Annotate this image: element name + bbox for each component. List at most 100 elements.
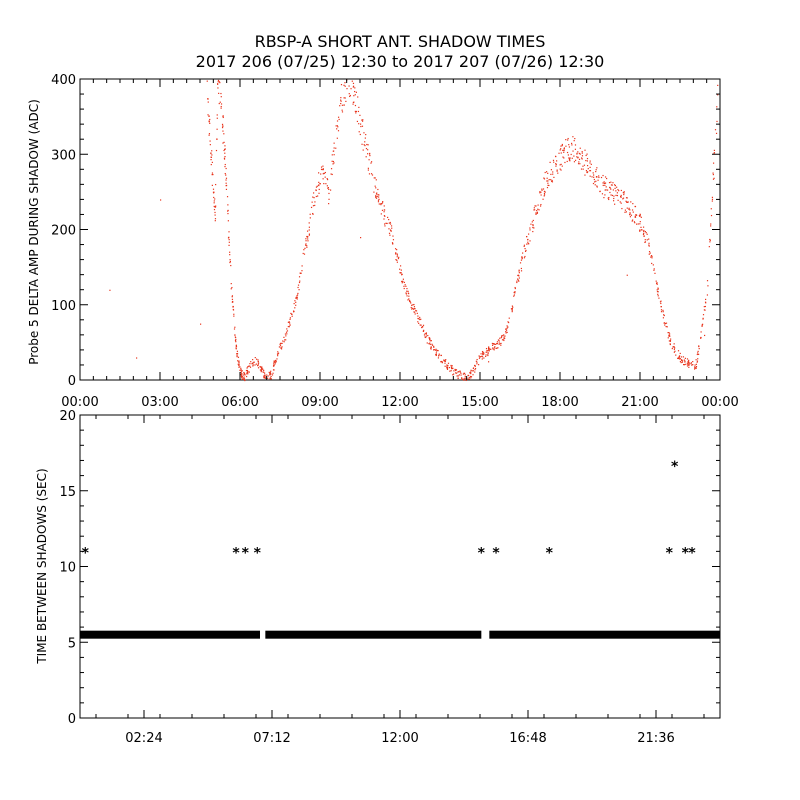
data-point — [270, 378, 272, 380]
data-point — [556, 160, 558, 162]
data-point — [668, 335, 670, 337]
data-point — [567, 137, 569, 140]
data-point — [710, 225, 712, 227]
data-point — [625, 200, 627, 202]
data-point — [681, 361, 684, 363]
data-point — [341, 109, 343, 111]
data-point — [660, 309, 663, 311]
data-point — [395, 259, 397, 261]
data-point — [236, 355, 238, 357]
data-point — [318, 184, 320, 186]
data-point — [563, 157, 565, 159]
data-point — [229, 261, 231, 264]
data-point — [307, 238, 309, 240]
data-point — [339, 105, 341, 107]
data-point — [358, 123, 360, 125]
data-point — [639, 215, 641, 218]
bottom-x-tick-label: 07:12 — [253, 731, 290, 746]
data-point — [454, 368, 456, 371]
data-point — [261, 369, 263, 371]
data-point — [669, 343, 671, 346]
data-point — [209, 144, 211, 146]
data-point — [332, 160, 335, 163]
data-point — [412, 304, 414, 306]
data-point — [601, 193, 604, 195]
data-point — [643, 232, 645, 234]
data-point — [572, 136, 574, 138]
data-point — [471, 370, 473, 372]
data-point — [580, 157, 583, 159]
top-x-tick-label: 09:00 — [301, 395, 338, 410]
data-point — [429, 343, 431, 346]
data-point — [709, 239, 711, 241]
data-point — [690, 363, 692, 365]
data-point — [639, 214, 641, 216]
data-point — [414, 313, 416, 315]
data-point — [378, 203, 380, 205]
data-point — [429, 340, 431, 342]
data-point — [623, 192, 625, 194]
data-point — [683, 364, 686, 366]
data-point — [314, 201, 316, 203]
data-point — [662, 311, 664, 313]
data-point — [222, 125, 224, 127]
data-point — [688, 364, 690, 366]
data-point — [625, 197, 628, 199]
data-point — [684, 361, 686, 363]
data-point — [248, 371, 250, 373]
data-point — [581, 158, 583, 160]
data-point — [221, 126, 224, 129]
data-point — [441, 362, 443, 364]
data-point — [460, 374, 462, 376]
data-point — [214, 218, 217, 220]
data-point — [464, 372, 466, 375]
data-point — [651, 257, 653, 259]
data-point — [421, 326, 423, 329]
data-point — [389, 221, 391, 224]
data-point — [289, 318, 291, 320]
top-y-tick-label: 0 — [68, 374, 76, 389]
data-point — [251, 363, 253, 365]
data-point — [367, 144, 369, 146]
data-point — [414, 308, 416, 310]
data-point — [656, 289, 658, 291]
data-point — [322, 168, 324, 170]
data-point — [563, 151, 565, 153]
data-point — [698, 353, 700, 355]
data-point — [533, 227, 535, 229]
data-point — [354, 87, 356, 89]
data-point — [546, 180, 548, 182]
data-point — [493, 343, 495, 345]
data-point — [272, 362, 275, 364]
data-point — [400, 269, 402, 271]
data-point — [564, 161, 566, 164]
data-point — [648, 251, 651, 253]
data-point — [678, 355, 681, 357]
data-point — [569, 160, 571, 162]
data-point — [281, 342, 283, 345]
data-point — [531, 221, 533, 223]
data-point — [263, 369, 265, 371]
data-point — [435, 354, 437, 357]
top-x-tick-label: 15:00 — [461, 395, 498, 410]
data-point — [255, 363, 257, 365]
data-point — [496, 342, 499, 345]
data-point — [605, 186, 607, 188]
data-point — [235, 347, 237, 349]
data-point — [611, 194, 614, 197]
data-point — [490, 348, 492, 350]
data-point — [585, 159, 587, 162]
data-point — [246, 367, 248, 369]
data-point — [380, 203, 382, 205]
data-point — [233, 313, 235, 315]
data-point — [425, 333, 427, 335]
data-point — [677, 350, 680, 352]
data-point — [374, 177, 376, 179]
data-point — [579, 147, 581, 149]
data-point — [561, 144, 563, 147]
data-point — [274, 359, 277, 362]
data-point — [243, 378, 246, 380]
data-point — [457, 377, 459, 379]
data-point — [235, 338, 237, 341]
data-point — [213, 205, 215, 208]
